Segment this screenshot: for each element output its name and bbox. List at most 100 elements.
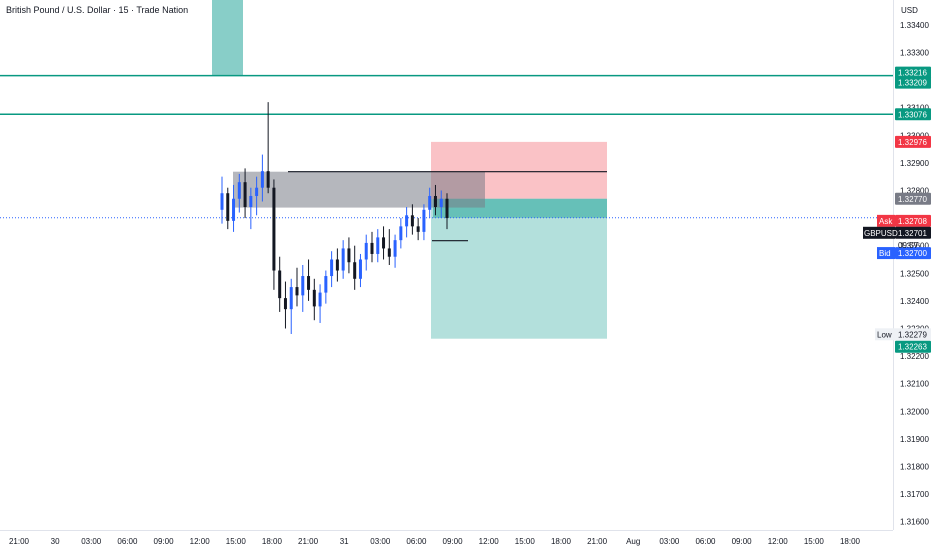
time-tick-label: 03:00 bbox=[370, 537, 391, 546]
level-badge-1-bg bbox=[895, 66, 931, 79]
target-badge: 1.32263 bbox=[898, 343, 927, 352]
candle-body bbox=[220, 193, 224, 210]
candle-body bbox=[260, 171, 264, 188]
symbol-tag: GBPUSD bbox=[864, 229, 898, 238]
low-badge-bg bbox=[895, 328, 931, 341]
time-tick-label: 06:00 bbox=[695, 537, 716, 546]
time-tick-label: 12:00 bbox=[768, 537, 789, 546]
time-tick-label: 15:00 bbox=[515, 537, 536, 546]
time-tick-label: 18:00 bbox=[551, 537, 572, 546]
current-badge-bg bbox=[895, 226, 931, 239]
low-tag: Low bbox=[877, 330, 892, 339]
candle-body bbox=[370, 242, 374, 254]
position-zones bbox=[212, 0, 607, 339]
price-tick-label: 1.33300 bbox=[900, 48, 929, 57]
candle-body bbox=[272, 187, 276, 271]
highlight-zone bbox=[212, 0, 243, 76]
candle-body bbox=[382, 237, 386, 249]
symbol-tag-bg bbox=[863, 226, 895, 239]
horizontal-levels bbox=[0, 74, 893, 242]
time-tick-label: 18:00 bbox=[262, 537, 283, 546]
time-tick-label: Aug bbox=[626, 537, 640, 546]
price-tick-label: 1.31700 bbox=[900, 490, 929, 499]
candle-body bbox=[358, 259, 362, 279]
candle-body bbox=[318, 292, 322, 307]
candle-body bbox=[335, 259, 339, 271]
time-tick-label: 03:00 bbox=[81, 537, 102, 546]
price-tick-label: 1.32400 bbox=[900, 297, 929, 306]
entry-badge-bg bbox=[895, 192, 931, 205]
price-tick-label: 1.33100 bbox=[900, 104, 929, 113]
price-tick-label: 1.32500 bbox=[900, 269, 929, 278]
bid-badge: 1.32700 bbox=[898, 249, 927, 258]
ask-badge-bg bbox=[895, 214, 931, 227]
time-tick-label: 31 bbox=[340, 537, 349, 546]
time-tick-label: 15:00 bbox=[226, 537, 247, 546]
candle-body bbox=[249, 195, 253, 208]
entry-badge: 1.32770 bbox=[898, 195, 927, 204]
candle-body bbox=[237, 182, 241, 199]
candle-body bbox=[330, 259, 334, 277]
level-badge-2: 1.33209 bbox=[898, 79, 927, 88]
candle-body bbox=[433, 195, 437, 208]
candle-body bbox=[405, 215, 409, 227]
candle-body bbox=[410, 215, 414, 227]
low-tag-bg bbox=[875, 328, 895, 341]
time-tick-label: 21:00 bbox=[587, 537, 608, 546]
candle-body bbox=[283, 298, 287, 310]
countdown-label: 09:57 bbox=[898, 241, 919, 250]
time-tick-label: 06:00 bbox=[406, 537, 427, 546]
time-tick-label: 15:00 bbox=[804, 537, 825, 546]
time-tick-label: 03:00 bbox=[659, 537, 680, 546]
time-tick-label: 09:00 bbox=[732, 537, 753, 546]
level-badge-3: 1.33076 bbox=[898, 110, 927, 119]
candle-body bbox=[399, 226, 403, 241]
candle-body bbox=[428, 195, 432, 210]
candle-body bbox=[278, 270, 282, 299]
candle-body bbox=[307, 276, 311, 290]
candle-body bbox=[353, 262, 357, 279]
stop-badge: 1.32976 bbox=[898, 138, 927, 147]
time-tick-label: 12:00 bbox=[479, 537, 500, 546]
price-tick-label: 1.33000 bbox=[900, 131, 929, 140]
candle-body bbox=[422, 209, 426, 232]
price-tick-label: 1.32000 bbox=[900, 407, 929, 416]
take-profit-zone bbox=[431, 198, 607, 339]
time-tick-label: 09:00 bbox=[154, 537, 175, 546]
candles bbox=[220, 102, 449, 335]
ask-tag: Ask bbox=[879, 217, 893, 226]
price-axis-pane bbox=[893, 0, 932, 550]
candle-body bbox=[232, 198, 236, 221]
ask-tag-bg bbox=[877, 214, 895, 227]
price-tick-label: 1.32900 bbox=[900, 159, 929, 168]
candle-body bbox=[266, 171, 270, 188]
bid-tag-bg bbox=[877, 247, 895, 260]
candle-body bbox=[295, 287, 299, 296]
price-tick-label: 1.31900 bbox=[900, 435, 929, 444]
candle-body bbox=[439, 198, 443, 208]
candle-body bbox=[393, 240, 397, 257]
price-tick-label: 1.33400 bbox=[900, 21, 929, 30]
candle-body bbox=[255, 187, 259, 196]
candle-body bbox=[312, 289, 316, 307]
candle-body bbox=[387, 248, 391, 257]
low-badge: 1.32279 bbox=[898, 330, 927, 339]
candle-body bbox=[445, 198, 449, 219]
candle-body bbox=[376, 237, 380, 254]
price-tick-label: 1.32200 bbox=[900, 352, 929, 361]
price-tick-label: 1.31800 bbox=[900, 463, 929, 472]
candle-body bbox=[243, 182, 247, 208]
candle-body bbox=[416, 226, 420, 232]
time-tick-label: 06:00 bbox=[117, 537, 138, 546]
candle-body bbox=[341, 248, 345, 271]
candle-body bbox=[324, 276, 328, 293]
candle-body bbox=[289, 287, 293, 310]
price-tick-label: 1.32800 bbox=[900, 186, 929, 195]
level-badge-2-bg bbox=[895, 76, 931, 89]
ask-badge: 1.32708 bbox=[898, 217, 927, 226]
time-tick-label: 18:00 bbox=[840, 537, 861, 546]
current-badge: 1.32701 bbox=[898, 229, 927, 238]
